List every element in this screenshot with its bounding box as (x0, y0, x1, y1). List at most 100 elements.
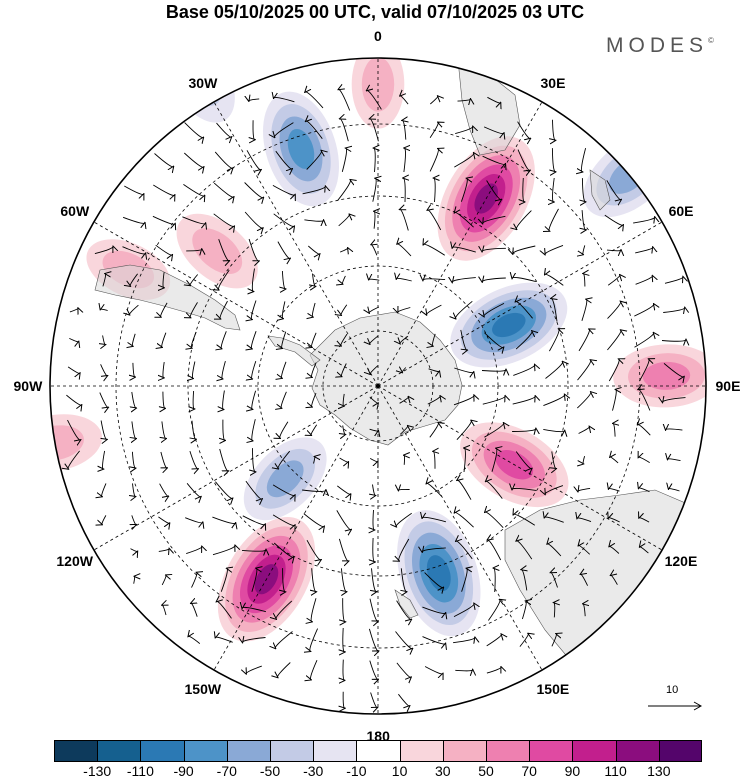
meridian-300 (93, 221, 379, 387)
colorbar-cell-2 (140, 740, 185, 762)
colorbar-separator (658, 740, 660, 762)
wind-vector-252 (545, 485, 564, 495)
wind-vector-280 (241, 550, 266, 552)
wind-vector-208 (456, 420, 471, 441)
colorbar-separator (270, 740, 271, 762)
wind-vector-113 (129, 304, 139, 315)
wind-vector-167 (481, 370, 506, 372)
madagascar-land (589, 169, 611, 211)
wind-vector-300 (312, 568, 317, 592)
lon-label-120w: 120W (56, 553, 93, 569)
wind-vector-160 (282, 361, 287, 378)
wind-vector-54 (122, 216, 145, 223)
wind-vector-340 (278, 662, 291, 678)
wind-vector-217 (103, 450, 106, 469)
wind-vector-296 (191, 572, 197, 588)
wind-vector-264 (303, 513, 324, 527)
wind-vector-57 (213, 213, 235, 227)
wind-vector-315 (276, 600, 293, 619)
wind-vector-347 (486, 667, 501, 674)
wind-vector-271 (513, 514, 536, 526)
wind-vector-21 (553, 119, 556, 141)
colorbar-cell-1 (97, 740, 141, 762)
wind-vector-325 (583, 604, 585, 617)
wind-vector-295 (161, 575, 166, 586)
wind-vector-254 (609, 489, 620, 492)
wind-vector-29 (374, 148, 376, 173)
colorbar-separator (226, 740, 228, 762)
wind-vector-104 (482, 278, 506, 282)
wind-vector-310 (611, 575, 618, 585)
wind-vector-238 (133, 483, 136, 496)
wind-vector-71 (633, 217, 655, 223)
wind-vector-232 (552, 451, 556, 468)
colorbar-tick-label: -130 (83, 763, 112, 779)
wind-vector-128 (581, 299, 587, 321)
colorbar-tick-label: 90 (564, 763, 581, 779)
anomaly-negative-1 (263, 91, 339, 207)
wind-vector-163 (370, 365, 379, 375)
colorbar-separator (615, 740, 617, 762)
wind-vector-239 (159, 483, 169, 497)
wind-vector-7 (457, 99, 471, 101)
colorbar-cell-8 (399, 740, 444, 762)
wind-vector-213 (613, 423, 615, 437)
wind-vector-60 (304, 220, 323, 221)
colorbar (54, 740, 703, 763)
wind-vector-207 (429, 423, 439, 438)
wind-vector-331 (343, 627, 345, 652)
wind-vector-284 (373, 537, 375, 562)
wind-vector-180 (252, 390, 257, 410)
colorbar-separator (140, 740, 142, 762)
colorbar-tick-label: -110 (126, 763, 154, 779)
wind-vector-53 (606, 180, 621, 199)
wind-vector-237 (102, 483, 107, 496)
wind-vector-32 (454, 153, 474, 168)
wind-vector-277 (158, 549, 169, 552)
wind-vector-197 (132, 421, 136, 438)
wind-vector-62 (374, 211, 375, 229)
wind-vector-321 (453, 603, 474, 618)
wind-vector-93 (163, 272, 164, 288)
wind-vector-242 (245, 480, 262, 499)
wind-vector-230 (491, 448, 497, 472)
vector-reference-label: 10 (666, 684, 679, 696)
wind-vector-192 (612, 389, 617, 411)
lon-label-150w: 150W (184, 681, 222, 698)
wind-vector-108 (607, 275, 620, 286)
wind-vector-222 (253, 448, 256, 472)
wind-vector-225 (339, 457, 349, 462)
wind-vector-168 (513, 365, 534, 376)
wind-vector-119 (312, 302, 316, 317)
wind-vector-94 (190, 274, 199, 286)
wind-vector-115 (190, 302, 198, 317)
wind-vector-293 (640, 547, 649, 554)
wind-vector-234 (610, 457, 619, 464)
wind-vector-177 (163, 391, 165, 409)
lon-label-60e: 60E (668, 203, 694, 219)
wind-vector-345 (424, 666, 443, 674)
wind-vector-350 (398, 693, 409, 706)
wind-vector-63 (400, 209, 409, 231)
wind-vector-243 (272, 484, 295, 496)
wind-vector-261 (212, 516, 235, 523)
wind-vector-166 (454, 367, 473, 373)
wind-vector-83 (423, 244, 446, 256)
wind-vector-48 (460, 178, 467, 202)
wind-vector-190 (543, 394, 564, 407)
wind-vector-5 (400, 96, 409, 105)
brand-text: MODES (606, 34, 709, 57)
wind-vector-56 (182, 216, 205, 224)
wind-vector-118 (282, 301, 286, 318)
wind-vector-15 (370, 119, 379, 142)
wind-vector-130 (634, 304, 654, 317)
wind-vector-292 (609, 546, 620, 554)
wind-vector-114 (161, 302, 168, 317)
lon-label-90e: 90E (715, 378, 741, 394)
wind-vector-299 (283, 568, 286, 592)
wind-vector-288 (487, 540, 502, 561)
wind-vector-233 (583, 455, 586, 464)
wind-vector-13 (306, 121, 323, 139)
anomaly-positive-5 (613, 344, 706, 408)
wind-vector-44 (337, 180, 351, 201)
